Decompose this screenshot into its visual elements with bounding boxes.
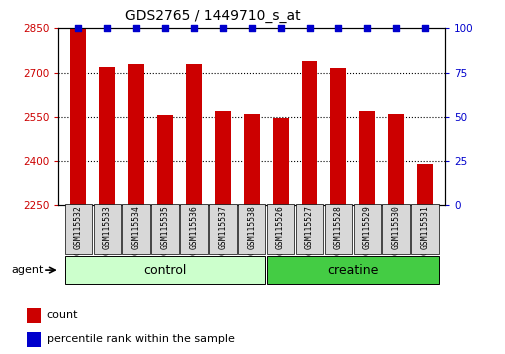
Bar: [215, 111, 230, 205]
Point: [305, 25, 313, 31]
Bar: [301, 61, 317, 205]
Bar: [416, 164, 432, 205]
Bar: [330, 68, 345, 205]
Bar: [27, 308, 41, 323]
Point: [247, 25, 256, 31]
Text: GSM115528: GSM115528: [333, 205, 342, 249]
Text: count: count: [46, 310, 78, 320]
FancyBboxPatch shape: [122, 204, 149, 255]
Point: [74, 25, 82, 31]
Point: [363, 25, 371, 31]
Bar: [65, 256, 265, 284]
FancyBboxPatch shape: [180, 204, 207, 255]
Bar: [186, 64, 201, 205]
FancyBboxPatch shape: [151, 204, 178, 255]
Bar: [243, 114, 259, 205]
Point: [161, 25, 169, 31]
Text: GSM115531: GSM115531: [420, 205, 429, 249]
Text: creatine: creatine: [327, 264, 378, 277]
Point: [218, 25, 226, 31]
Text: GSM115532: GSM115532: [74, 205, 83, 249]
Text: agent: agent: [11, 265, 43, 275]
FancyBboxPatch shape: [295, 204, 323, 255]
Point: [132, 25, 140, 31]
Bar: [359, 111, 375, 205]
Text: GSM115529: GSM115529: [362, 205, 371, 249]
FancyBboxPatch shape: [237, 204, 265, 255]
Text: GSM115536: GSM115536: [189, 205, 198, 249]
Point: [103, 25, 111, 31]
Bar: [272, 118, 288, 205]
Text: percentile rank within the sample: percentile rank within the sample: [46, 335, 234, 344]
Point: [276, 25, 284, 31]
Text: GSM115533: GSM115533: [103, 205, 112, 249]
Point: [391, 25, 399, 31]
Text: GSM115526: GSM115526: [276, 205, 284, 249]
FancyBboxPatch shape: [353, 204, 380, 255]
Text: GSM115534: GSM115534: [131, 205, 140, 249]
Point: [420, 25, 428, 31]
FancyBboxPatch shape: [324, 204, 351, 255]
FancyBboxPatch shape: [382, 204, 409, 255]
Bar: [128, 64, 144, 205]
Point: [189, 25, 197, 31]
Bar: [387, 114, 403, 205]
FancyBboxPatch shape: [93, 204, 121, 255]
FancyBboxPatch shape: [65, 204, 92, 255]
FancyBboxPatch shape: [266, 204, 294, 255]
Text: GSM115535: GSM115535: [160, 205, 169, 249]
FancyBboxPatch shape: [209, 204, 236, 255]
Text: GSM115530: GSM115530: [391, 205, 400, 249]
Bar: [99, 67, 115, 205]
FancyBboxPatch shape: [411, 204, 438, 255]
Bar: [27, 332, 41, 347]
Text: GSM115537: GSM115537: [218, 205, 227, 249]
Text: GDS2765 / 1449710_s_at: GDS2765 / 1449710_s_at: [124, 9, 300, 23]
Point: [334, 25, 342, 31]
Text: GSM115527: GSM115527: [305, 205, 314, 249]
Bar: [266, 256, 438, 284]
Text: GSM115538: GSM115538: [247, 205, 256, 249]
Bar: [70, 29, 86, 205]
Bar: [157, 115, 173, 205]
Text: control: control: [143, 264, 186, 277]
